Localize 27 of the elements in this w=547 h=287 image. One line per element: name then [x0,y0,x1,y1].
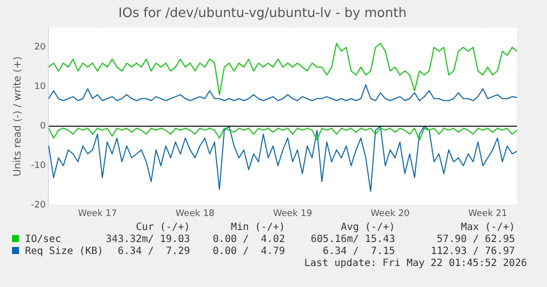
y-tick-label: -10 [30,161,46,172]
text: 0.00 / 4.79 [212,246,285,258]
y-axis-title: Units read (-) / write (+) [12,56,24,176]
text: 6.34 / 7.15 [322,246,395,258]
x-tick-label: Week 19 [273,208,312,219]
chart-title: IOs for /dev/ubuntu-vg/ubuntu-lv - by month [118,6,407,22]
text: Min (-/+) [230,222,285,234]
y-tick-label: 20 [34,42,46,53]
legend-label: IO/sec [24,234,62,246]
text: 112.93 / 76.97 [430,246,515,258]
text: 605.16m/ 15.43 [310,234,395,246]
text: 6.34 / 7.29 [118,246,190,258]
text: Avg (-/+) [340,222,395,234]
y-tick-label: -20 [30,200,46,211]
x-tick-label: Week 17 [78,208,117,219]
text: 343.32m/ 19.03 [106,234,190,246]
text: 57.90 / 62.95 [436,234,515,246]
y-tick-label: 10 [34,82,46,92]
text: Max (-/+) [460,222,515,234]
x-tick-label: Week 20 [370,208,410,219]
x-tick-label: Week 18 [176,208,215,219]
text: Last update: Fri May 22 01:45:52 2026 [304,258,527,270]
legend-label: Req Size (KB) [24,246,104,258]
text: 0.00 / 4.02 [212,234,285,246]
text: Cur (-/+) [136,222,190,234]
x-tick-label: Week 21 [468,208,508,219]
y-tick-label: 0 [40,122,46,132]
